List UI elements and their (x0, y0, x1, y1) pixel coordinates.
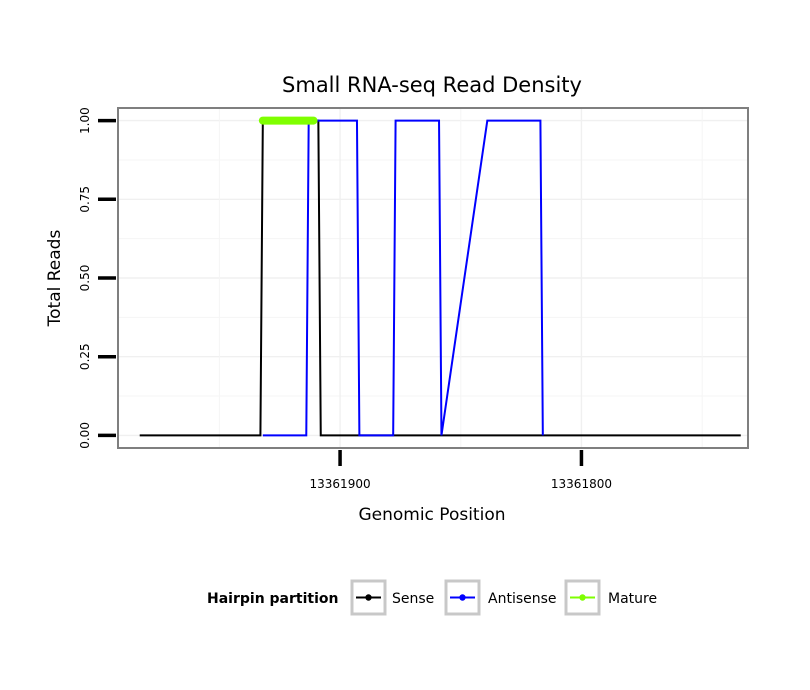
series-lines (139, 116, 741, 437)
axes: 0.00 0.25 0.50 0.75 1.00 13361900 13361800 (78, 107, 612, 491)
y-tick-label: 1.00 (78, 107, 92, 134)
legend-label: Antisense (488, 591, 557, 607)
chart-title: Small RNA-seq Read Density (282, 73, 582, 97)
legend: Hairpin partition Sense Antisense Mature (207, 579, 657, 616)
y-tick-label: 0.00 (78, 422, 92, 449)
legend-item-sense: Sense (350, 579, 434, 616)
legend-label: Sense (392, 591, 434, 607)
legend-label: Mature (608, 591, 657, 607)
legend-title: Hairpin partition (207, 591, 338, 607)
y-tick-label: 0.25 (78, 343, 92, 370)
plot-panel-border (117, 107, 749, 449)
legend-key-point (579, 594, 586, 601)
legend-key-point (365, 594, 372, 601)
x-tick-label: 13361900 (310, 477, 371, 491)
legend-key-point (459, 594, 466, 601)
y-tick-label: 0.50 (78, 265, 92, 292)
x-tick-label: 13361800 (551, 477, 612, 491)
grid (118, 108, 748, 448)
y-axis-title: Total Reads (45, 230, 65, 328)
legend-item-antisense: Antisense (444, 579, 557, 616)
x-axis-title: Genomic Position (358, 505, 505, 525)
y-tick-label: 0.75 (78, 186, 92, 213)
legend-item-mature: Mature (564, 579, 657, 616)
